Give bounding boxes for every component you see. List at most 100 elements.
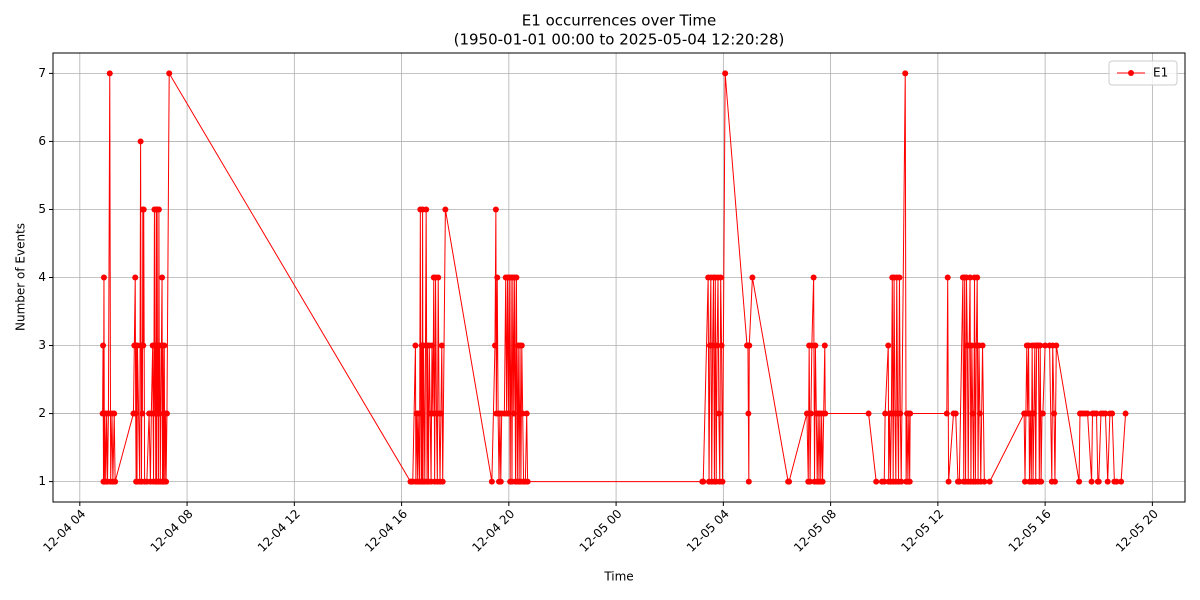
- data-point: [111, 410, 118, 417]
- data-point: [714, 342, 721, 349]
- data-point: [969, 410, 976, 417]
- data-point: [906, 478, 913, 485]
- data-point: [438, 342, 445, 349]
- data-point: [968, 342, 975, 349]
- data-point: [100, 274, 107, 281]
- legend-label: E1: [1153, 66, 1168, 80]
- data-point: [513, 274, 520, 281]
- data-point: [166, 70, 173, 77]
- data-point: [897, 410, 904, 417]
- data-point: [100, 342, 107, 349]
- data-point: [896, 274, 903, 281]
- data-point: [163, 478, 170, 485]
- data-point: [437, 410, 444, 417]
- data-point: [423, 206, 430, 213]
- data-point: [709, 342, 716, 349]
- data-point: [1122, 410, 1129, 417]
- data-point: [106, 70, 113, 77]
- data-point: [1104, 478, 1111, 485]
- x-axis-label: Time: [603, 570, 633, 584]
- data-point: [505, 410, 512, 417]
- data-point: [945, 478, 952, 485]
- data-point: [1118, 478, 1125, 485]
- data-point: [439, 478, 446, 485]
- data-point: [1051, 478, 1058, 485]
- data-point: [810, 274, 817, 281]
- data-point: [518, 342, 525, 349]
- data-point: [717, 274, 724, 281]
- data-point: [1022, 478, 1029, 485]
- data-point: [722, 70, 729, 77]
- data-point: [494, 274, 501, 281]
- data-point: [881, 478, 888, 485]
- data-point: [749, 274, 756, 281]
- data-point: [700, 478, 707, 485]
- y-tick-label: 2: [38, 406, 46, 420]
- data-point: [523, 410, 530, 417]
- data-point: [882, 410, 889, 417]
- data-point: [137, 138, 144, 145]
- data-point: [492, 206, 499, 213]
- data-point: [956, 478, 963, 485]
- data-point: [442, 206, 449, 213]
- data-point: [1039, 410, 1046, 417]
- y-tick-label: 7: [38, 66, 46, 80]
- data-point: [488, 478, 495, 485]
- chart-subtitle: (1950-01-01 00:00 to 2025-05-04 12:20:28…: [454, 31, 785, 49]
- data-point: [1102, 410, 1109, 417]
- data-point: [161, 342, 168, 349]
- data-point: [428, 342, 435, 349]
- data-point: [140, 342, 147, 349]
- data-point: [976, 410, 983, 417]
- data-point: [140, 206, 147, 213]
- data-point: [807, 410, 814, 417]
- data-point: [112, 478, 119, 485]
- data-point: [1030, 410, 1037, 417]
- data-point: [163, 410, 170, 417]
- data-point: [885, 342, 892, 349]
- data-point: [822, 410, 829, 417]
- data-point: [952, 410, 959, 417]
- data-point: [819, 478, 826, 485]
- data-point: [1051, 410, 1058, 417]
- data-point: [1084, 410, 1091, 417]
- data-point: [1042, 342, 1049, 349]
- data-point: [155, 206, 162, 213]
- data-point: [986, 478, 993, 485]
- data-point: [812, 342, 819, 349]
- data-point: [1109, 410, 1116, 417]
- data-point: [1095, 478, 1102, 485]
- data-point: [524, 478, 531, 485]
- data-point: [1113, 478, 1120, 485]
- data-point: [132, 274, 139, 281]
- data-point: [1037, 342, 1044, 349]
- data-point: [786, 478, 793, 485]
- legend-marker: [1128, 70, 1134, 76]
- y-tick-label: 6: [38, 134, 46, 148]
- data-point: [902, 70, 909, 77]
- data-point: [967, 274, 974, 281]
- data-point: [510, 410, 517, 417]
- data-point: [873, 478, 880, 485]
- data-point: [412, 342, 419, 349]
- data-point: [974, 274, 981, 281]
- data-point: [907, 410, 914, 417]
- data-point: [898, 478, 905, 485]
- data-line: [102, 71, 1127, 483]
- plot-frame: [52, 52, 1186, 503]
- y-axis-label: Number of Events: [14, 223, 28, 331]
- data-point: [745, 478, 752, 485]
- data-point: [979, 342, 986, 349]
- y-tick-label: 1: [38, 474, 46, 488]
- data-point: [719, 478, 726, 485]
- chart-title: E1 occurrences over Time: [522, 12, 716, 30]
- data-point: [1093, 410, 1100, 417]
- data-point: [139, 410, 146, 417]
- data-point: [865, 410, 872, 417]
- data-point: [497, 478, 504, 485]
- data-point: [1038, 478, 1045, 485]
- data-point: [159, 274, 166, 281]
- data-point: [491, 342, 498, 349]
- data-point: [715, 410, 722, 417]
